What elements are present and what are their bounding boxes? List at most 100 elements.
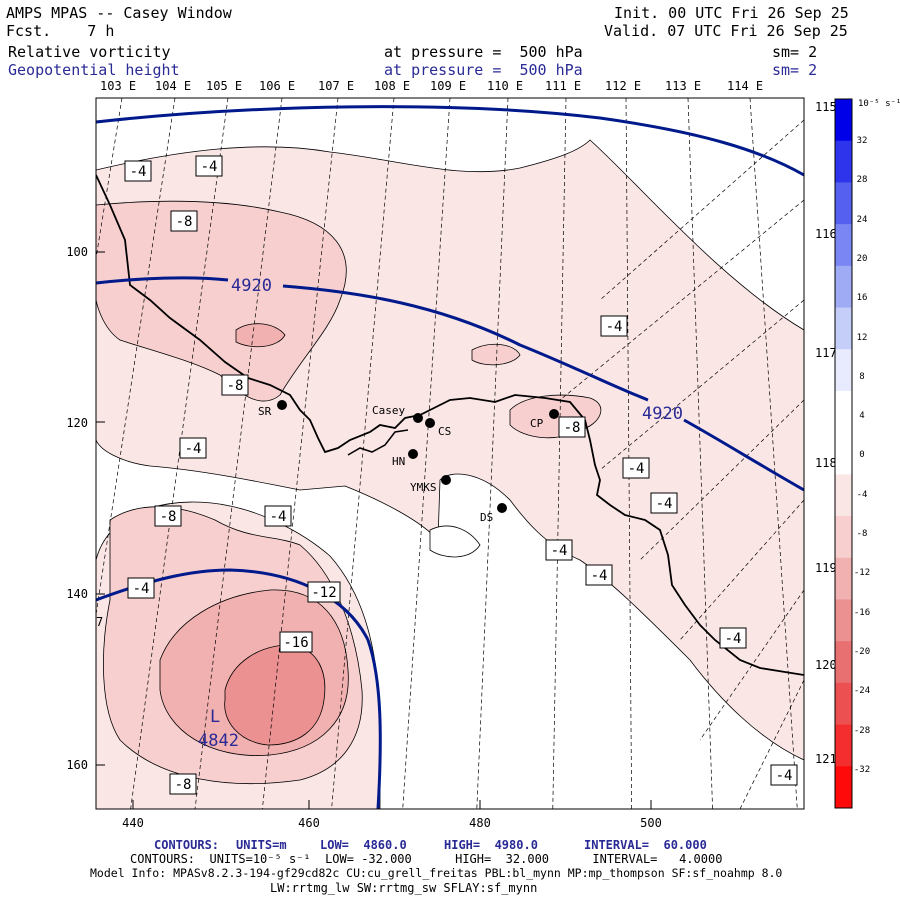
field2-name: Geopotential height [8, 61, 180, 79]
valid-time: Valid. 07 UTC Fri 26 Sep 25 [604, 22, 848, 40]
colorbar-label: -24 [854, 686, 870, 696]
contours1-units: UNITS=m [236, 838, 287, 852]
colorbar-cells [835, 99, 852, 809]
colorbar-cell [835, 682, 852, 726]
vorticity-shade [471, 343, 521, 366]
height-contour [282, 284, 649, 402]
low-center-marker: L [210, 707, 220, 727]
colorbar: 10⁻⁵ s⁻¹ 32 28 24 20 16 12 8 4 0 -4 -8 -… [834, 98, 900, 809]
colorbar-frame [834, 98, 853, 809]
vorticity-label: -8 [558, 416, 586, 438]
vorticity-label: -8 [221, 374, 249, 396]
colorbar-cell [835, 641, 852, 684]
vorticity-label-text: -16 [283, 635, 308, 651]
lon-label: 111 E [545, 79, 582, 93]
station-dot-ymks [441, 475, 451, 485]
colorbar-cell [835, 516, 852, 559]
vorticity-label: -4 [622, 457, 650, 479]
field2-pressure: at pressure = 500 hPa [384, 61, 583, 79]
colorbar-label: -16 [854, 608, 870, 618]
station-dot-hn [408, 449, 418, 459]
lon-label: 104 E [155, 79, 192, 93]
vorticity-labels: -4 -4 -8 -8 -4 -4 -8 -4 -4 -8 -4 -12 -16… [124, 155, 798, 795]
station-label-ds: DS [480, 511, 493, 524]
vorticity-label: -4 [195, 155, 223, 177]
contours2-line: CONTOURS: UNITS=10⁻⁵ s⁻¹ LOW= -32.000 HI… [130, 852, 723, 866]
model-info-line2: LW:rrtmg_lw SW:rrtmg_sw SFLAY:sf_mynn [270, 881, 538, 895]
vorticity-label-text: -4 [725, 631, 742, 647]
lon-label: 114 E [727, 79, 764, 93]
vorticity-label-text: -4 [591, 568, 608, 584]
vorticity-label-text: -4 [270, 509, 287, 525]
station-label-hn: HN [392, 455, 405, 468]
colorbar-label: 8 [859, 372, 864, 382]
vorticity-label-text: -8 [175, 777, 192, 793]
vorticity-label-text: -4 [606, 319, 623, 335]
contours1-interval: INTERVAL= 60.000 [584, 838, 707, 852]
field1-smoothing: sm= 2 [772, 43, 818, 61]
x-tick-label: 500 [640, 816, 662, 830]
colorbar-label: -4 [857, 490, 868, 500]
height-contour [683, 418, 805, 492]
vorticity-shade [224, 644, 326, 746]
vorticity-label-text: -4 [776, 768, 793, 784]
lon-label: 113 E [665, 79, 702, 93]
station-label-sr: SR [258, 405, 272, 418]
vorticity-label: -8 [169, 773, 197, 795]
station-dot-cp [549, 409, 559, 419]
model-info: Model Info: MPASv8.2.3-194-gf29cd82c CU:… [90, 866, 783, 880]
colorbar-cell [835, 390, 852, 434]
vorticity-label: -8 [170, 210, 198, 232]
vorticity-label-text: -12 [311, 585, 336, 601]
station-dot-sr [277, 400, 287, 410]
height-contour [95, 276, 229, 285]
y-tick-label: 120 [66, 416, 88, 430]
vorticity-label-text: -4 [133, 581, 150, 597]
vorticity-label: -4 [650, 492, 678, 514]
colorbar-cell [835, 224, 852, 267]
vorticity-label: -12 [307, 581, 341, 603]
init-time: Init. 00 UTC Fri 26 Sep 25 [614, 4, 849, 22]
vorticity-label: -4 [719, 627, 747, 649]
colorbar-label: 28 [857, 175, 868, 185]
colorbar-cell [835, 599, 852, 642]
colorbar-cell [835, 99, 852, 142]
colorbar-label: 16 [857, 293, 868, 303]
vorticity-label-text: -4 [130, 164, 147, 180]
station-label-casey: Casey [372, 404, 405, 417]
lon-label: 103 E [100, 79, 137, 93]
stations: SR Casey CS HN YMKS DS CP [258, 400, 559, 524]
vorticity-label: -4 [600, 315, 628, 337]
lon-label: 109 E [430, 79, 467, 93]
vorticity-label: -4 [179, 437, 207, 459]
contours1-low: LOW= 4860.0 [320, 838, 407, 852]
longitude-grid [96, 98, 804, 809]
vorticity-label-text: -4 [185, 441, 202, 457]
field2-smoothing: sm= 2 [772, 61, 818, 79]
vorticity-label: -4 [585, 564, 613, 586]
x-tick-label: 480 [469, 816, 491, 830]
colorbar-label: 0 [859, 450, 864, 460]
axis-ticks [96, 251, 652, 809]
colorbar-label: 4 [859, 411, 864, 421]
vorticity-label: -4 [770, 764, 798, 786]
height-contour [95, 105, 805, 177]
lon-label: 110 E [487, 79, 524, 93]
forecast-hour: Fcst. 7 h [6, 22, 115, 40]
vorticity-label-text: -8 [227, 378, 244, 394]
colorbar-cell [835, 182, 852, 225]
vorticity-label-text: -8 [564, 420, 581, 436]
field1-pressure: at pressure = 500 hPa [384, 43, 583, 61]
vorticity-label-text: -4 [628, 461, 645, 477]
lon-label: 108 E [374, 79, 411, 93]
lon-label: 106 E [259, 79, 296, 93]
map-frame [95, 97, 805, 810]
coastline [347, 429, 409, 456]
station-dot-casey [413, 413, 423, 423]
lon-label: 112 E [605, 79, 642, 93]
colorbar-cell [835, 140, 852, 183]
vorticity-label-text: -4 [201, 159, 218, 175]
y-axis-labels: 100 120 140 160 [66, 245, 88, 772]
colorbar-cell [835, 474, 852, 517]
